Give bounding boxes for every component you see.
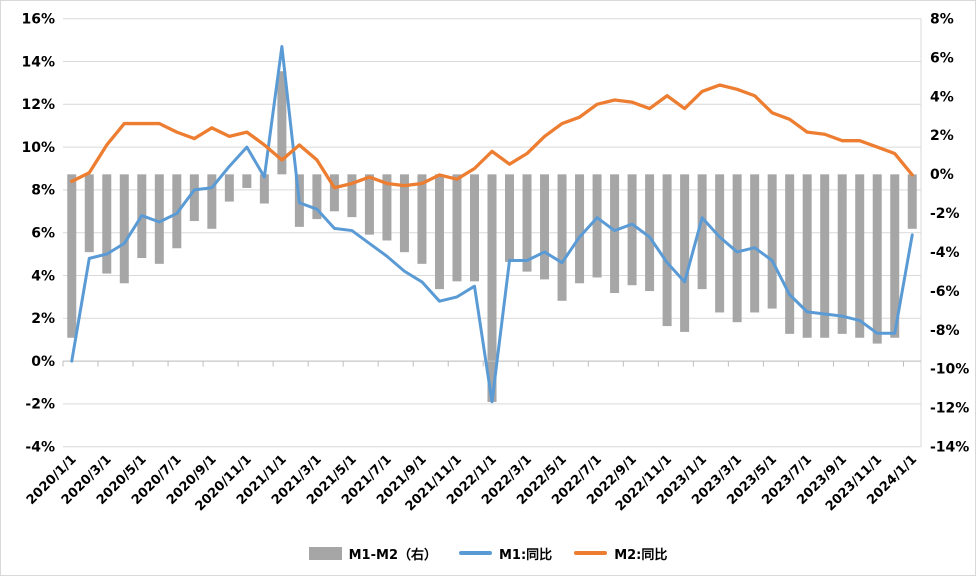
y-axis-label-left: 12% (21, 97, 55, 113)
y-axis-label-left: 6% (31, 226, 55, 242)
bar-m1-minus-m2 (732, 174, 742, 323)
bar-m1-minus-m2 (627, 174, 637, 286)
legend-label-m1-yoy: M1:同比 (499, 547, 553, 563)
bar-m1-minus-m2 (277, 71, 287, 175)
bar-m1-minus-m2 (890, 174, 900, 338)
bar-m1-minus-m2 (259, 174, 269, 204)
bar-m1-minus-m2 (102, 174, 112, 274)
y-axis-label-left: -2% (25, 397, 55, 413)
bar-m1-minus-m2 (610, 174, 620, 294)
bar-m1-minus-m2 (119, 174, 129, 284)
legend-bar-swatch-icon (308, 546, 342, 560)
chart-plot-area: 16% 14% 12% 10% 8% 6% 4% 2% 0% -2% -4% 8% 6% 4% 2% 0% -2… (21, 12, 969, 515)
bar-m1-minus-m2 (715, 174, 725, 313)
bar-m1-minus-m2 (364, 174, 374, 235)
bar-m1-minus-m2 (417, 174, 427, 264)
y-axis-label-right: -8% (930, 323, 960, 339)
bar-m1-minus-m2 (452, 174, 462, 282)
legend-label-m1-minus-m2: M1-M2（右） (348, 547, 437, 563)
bar-m1-minus-m2 (855, 174, 865, 338)
bar-m1-minus-m2 (434, 174, 444, 290)
legend-label-m2-yoy: M2:同比 (614, 547, 668, 563)
legend-line-swatch-icon (459, 551, 492, 555)
y-axis-label-left: 16% (21, 12, 55, 28)
y-axis-label-left: 14% (21, 54, 55, 70)
bar-m1-minus-m2 (592, 174, 602, 278)
bar-m1-minus-m2 (697, 174, 707, 290)
y-axis-label-right: -10% (930, 362, 969, 378)
bar-m1-minus-m2 (575, 174, 585, 284)
y-axis-label-right: -6% (930, 284, 960, 300)
bar-m1-minus-m2 (750, 174, 760, 313)
y-axis-label-right: 8% (930, 12, 954, 28)
x-axis-labels: 2020/1/12020/3/12020/5/12020/7/12020/9/1… (24, 452, 920, 514)
bar-m1-minus-m2 (837, 174, 847, 334)
bar-m1-minus-m2 (820, 174, 830, 338)
y-axis-label-right: 6% (930, 50, 954, 66)
category-axis (62, 360, 921, 367)
legend-item-m1-yoy[interactable]: M1:同比 (459, 544, 552, 563)
bar-m1-minus-m2 (207, 174, 217, 229)
y-axis-labels-right: 8% 6% 4% 2% 0% -2% -4% -6% -8% -10% -12% -14% (930, 12, 969, 456)
bar-m1-minus-m2 (312, 174, 322, 220)
bar-m1-minus-m2 (557, 174, 567, 301)
legend-item-m1-minus-m2[interactable]: M1-M2（右） (308, 544, 437, 563)
y-axis-label-left: -4% (25, 440, 55, 456)
y-axis-label-right: -2% (930, 206, 960, 222)
bar-m1-minus-m2 (399, 174, 409, 253)
legend-line-swatch-icon (574, 551, 608, 555)
y-axis-label-left: 0% (31, 354, 55, 370)
bar-m1-minus-m2 (242, 174, 252, 188)
bar-m1-minus-m2 (189, 174, 199, 222)
bar-m1-minus-m2 (154, 174, 164, 264)
bar-m1-minus-m2 (329, 174, 339, 212)
bar-m1-minus-m2 (872, 174, 882, 344)
chart-legend: M1-M2（右） M1:同比 M2:同比 (1, 538, 975, 568)
y-axis-label-left: 10% (21, 140, 55, 156)
bar-m1-minus-m2 (224, 174, 234, 202)
bar-m1-minus-m2 (907, 174, 917, 229)
bar-m1-minus-m2 (522, 174, 532, 272)
y-axis-label-right: -14% (930, 440, 969, 456)
bar-m1-minus-m2 (469, 174, 479, 282)
y-axis-label-right: -4% (930, 245, 960, 261)
y-axis-label-right: -12% (930, 401, 969, 417)
y-axis-label-left: 4% (31, 268, 55, 284)
bar-m1-minus-m2 (785, 174, 795, 334)
legend-item-m2-yoy[interactable]: M2:同比 (574, 544, 667, 563)
y-axis-labels-left: 16% 14% 12% 10% 8% 6% 4% 2% 0% -2% -4% (21, 12, 55, 456)
y-axis-label-right: 2% (930, 128, 954, 144)
y-axis-label-left: 8% (31, 183, 55, 199)
line-m2-yoy (70, 83, 914, 190)
y-axis-label-right: 0% (930, 167, 954, 183)
bar-m1-minus-m2 (347, 174, 357, 218)
y-axis-label-left: 2% (31, 311, 55, 327)
y-axis-label-right: 4% (930, 89, 954, 105)
bar-m1-minus-m2 (645, 174, 655, 292)
bar-m1-minus-m2 (67, 174, 77, 338)
bar-m1-minus-m2 (84, 174, 94, 253)
bar-m1-minus-m2 (767, 174, 777, 309)
bar-m1-minus-m2 (802, 174, 812, 338)
bar-m1-minus-m2 (662, 174, 672, 327)
bar-m1-minus-m2 (382, 174, 392, 241)
bar-m1-minus-m2 (505, 174, 515, 262)
bar-m1-minus-m2 (540, 174, 550, 280)
line-m1-yoy (70, 45, 914, 404)
bar-m1-minus-m2 (680, 174, 690, 332)
bar-m1-minus-m2 (487, 174, 497, 402)
